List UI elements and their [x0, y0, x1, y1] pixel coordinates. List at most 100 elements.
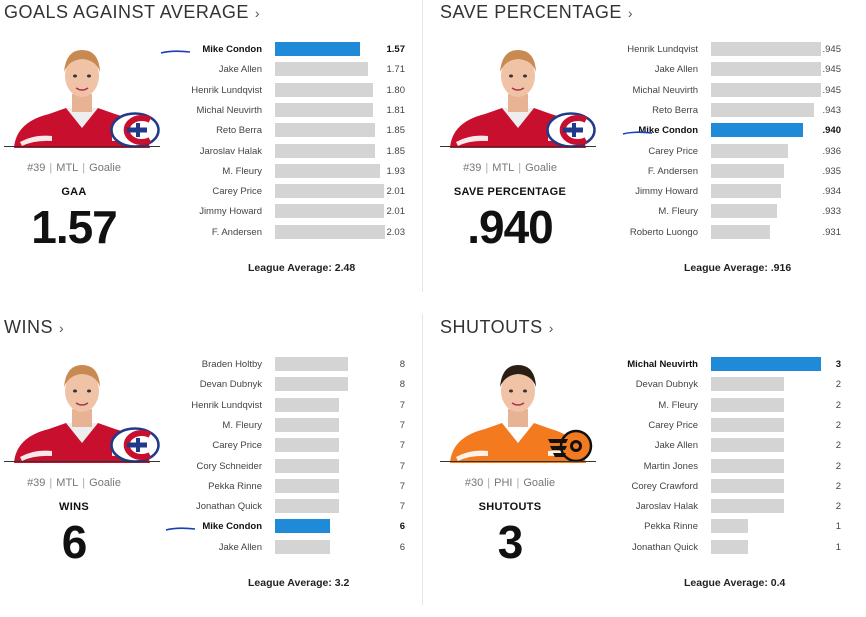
chevron-right-icon[interactable]: ›	[627, 5, 634, 21]
bar-label[interactable]: Jimmy Howard	[199, 206, 262, 218]
bar-label[interactable]: Corey Crawford	[631, 480, 698, 492]
bar-label[interactable]: Reto Berra	[652, 104, 698, 116]
leaderboard-row[interactable]: Pekka Rinne 1	[596, 517, 856, 537]
player-team[interactable]: MTL	[56, 477, 79, 489]
bar-label[interactable]: Jonathan Quick	[195, 501, 262, 513]
bar-label[interactable]: Michal Neuvirth	[196, 104, 262, 116]
leaderboard-row[interactable]: Cory Schneider 7	[160, 457, 420, 477]
leaderboard-row[interactable]: Michal Neuvirth 3	[596, 355, 856, 375]
bar-label[interactable]: M. Fleury	[222, 419, 262, 431]
bar-value: 1.85	[386, 125, 406, 137]
bar-label[interactable]: Devan Dubnyk	[199, 379, 262, 391]
bar-label[interactable]: Carey Price	[648, 145, 698, 157]
leaderboard-row[interactable]: Braden Holtby 8	[160, 355, 420, 375]
bar-label[interactable]: M. Fleury	[658, 399, 698, 411]
leaderboard-row[interactable]: Mike Condon .940	[596, 121, 856, 141]
panel-title[interactable]: WINS ›	[4, 317, 65, 337]
leaderboard-row[interactable]: Carey Price 2	[596, 416, 856, 436]
bar	[711, 184, 781, 199]
bar-label[interactable]: Carey Price	[212, 440, 262, 452]
bar-label[interactable]: Roberto Luongo	[629, 226, 698, 238]
bar-label[interactable]: Mike Condon	[638, 125, 698, 137]
bar-label[interactable]: Reto Berra	[216, 125, 262, 137]
bar-label[interactable]: Jake Allen	[654, 64, 698, 76]
bar-label[interactable]: Pekka Rinne	[644, 521, 698, 533]
leaderboard-row[interactable]: Henrik Lundqvist 1.80	[160, 81, 420, 101]
leaderboard-row[interactable]: Jaroslav Halak 2	[596, 497, 856, 517]
leaderboard-row[interactable]: F. Andersen 2.03	[160, 223, 420, 243]
bar-label[interactable]: Jonathan Quick	[631, 541, 698, 553]
panel-title[interactable]: GOALS AGAINST AVERAGE ›	[4, 2, 261, 22]
chevron-right-icon[interactable]: ›	[548, 320, 554, 336]
bar-label[interactable]: Jake Allen	[654, 440, 698, 452]
panel-title[interactable]: SHUTOUTS ›	[440, 317, 554, 337]
bar-label[interactable]: Martin Jones	[643, 460, 698, 472]
bar-label[interactable]: Mike Condon	[202, 44, 262, 55]
leaderboard-row[interactable]: Jake Allen .945	[596, 60, 856, 80]
bar-label[interactable]: Henrik Lundqvist	[627, 44, 698, 55]
leaderboard-row[interactable]: Carey Price .936	[596, 142, 856, 162]
leaderboard-row[interactable]: Henrik Lundqvist 7	[160, 396, 420, 416]
chevron-right-icon[interactable]: ›	[254, 5, 261, 21]
chevron-right-icon[interactable]: ›	[59, 320, 65, 336]
bar-label[interactable]: M. Fleury	[658, 206, 698, 218]
bar-label[interactable]: F. Andersen	[211, 226, 262, 238]
leaderboard-row[interactable]: Jonathan Quick 1	[596, 538, 856, 558]
bar-value: .931	[822, 226, 842, 238]
leaderboard-row[interactable]: Jonathan Quick 7	[160, 497, 420, 517]
leaderboard-row[interactable]: Henrik Lundqvist .945	[596, 40, 856, 60]
leaderboard-row[interactable]: Devan Dubnyk 8	[160, 375, 420, 395]
bar-value: .945	[822, 44, 842, 55]
player-team[interactable]: MTL	[492, 162, 515, 174]
player-team[interactable]: MTL	[56, 162, 79, 174]
bar	[711, 204, 777, 219]
bar-label[interactable]: Henrik Lundqvist	[191, 399, 262, 411]
leaderboard-row[interactable]: Michal Neuvirth 1.81	[160, 101, 420, 121]
leaderboard-row[interactable]: M. Fleury 1.93	[160, 162, 420, 182]
leaderboard-row[interactable]: Roberto Luongo .931	[596, 223, 856, 243]
leaderboard-row[interactable]: Reto Berra .943	[596, 101, 856, 121]
bar-label[interactable]: Jake Allen	[218, 64, 262, 76]
bar-label[interactable]: Michal Neuvirth	[632, 84, 698, 96]
leaderboard-row[interactable]: Jake Allen 2	[596, 436, 856, 456]
bar-label[interactable]: M. Fleury	[222, 165, 262, 177]
leaderboard-row[interactable]: M. Fleury .933	[596, 202, 856, 222]
bar-label[interactable]: Jimmy Howard	[635, 186, 698, 198]
bar-label[interactable]: F. Andersen	[647, 165, 698, 177]
bar-label[interactable]: Mike Condon	[202, 521, 262, 533]
stat-value: 3	[497, 516, 524, 568]
bar-label[interactable]: Michal Neuvirth	[627, 359, 698, 370]
bar-label[interactable]: Jaroslav Halak	[635, 501, 698, 513]
leaderboard-row[interactable]: Carey Price 7	[160, 436, 420, 456]
player-team[interactable]: PHI	[494, 477, 513, 489]
bar-label[interactable]: Pekka Rinne	[208, 480, 262, 492]
leaderboard-row[interactable]: Mike Condon 1.57	[160, 40, 420, 60]
leaderboard-row[interactable]: Michal Neuvirth .945	[596, 81, 856, 101]
leaderboard-row[interactable]: Mike Condon 6	[160, 517, 420, 537]
panel-title[interactable]: SAVE PERCENTAGE ›	[440, 2, 634, 22]
leaderboard-row[interactable]: Martin Jones 2	[596, 457, 856, 477]
leaderboard-row[interactable]: Jimmy Howard .934	[596, 182, 856, 202]
bar-label[interactable]: Henrik Lundqvist	[191, 84, 262, 96]
bar-label[interactable]: Cory Schneider	[196, 460, 262, 472]
leaderboard-row[interactable]: M. Fleury 7	[160, 416, 420, 436]
leaderboard-row[interactable]: F. Andersen .935	[596, 162, 856, 182]
leaderboard-row[interactable]: Jimmy Howard 2.01	[160, 202, 420, 222]
bar-label[interactable]: Jake Allen	[218, 541, 262, 553]
bar-label[interactable]: Braden Holtby	[201, 359, 262, 370]
leaderboard-row[interactable]: Pekka Rinne 7	[160, 477, 420, 497]
bar-label[interactable]: Devan Dubnyk	[635, 379, 698, 391]
leaderboard-row[interactable]: Corey Crawford 2	[596, 477, 856, 497]
leaderboard-row[interactable]: Devan Dubnyk 2	[596, 375, 856, 395]
bar-value: .945	[822, 84, 842, 96]
leaderboard-row[interactable]: Reto Berra 1.85	[160, 121, 420, 141]
leaderboard-row[interactable]: Carey Price 2.01	[160, 182, 420, 202]
leaderboard-row[interactable]: M. Fleury 2	[596, 396, 856, 416]
leaderboard-row[interactable]: Jake Allen 6	[160, 538, 420, 558]
player-number: #30	[464, 477, 484, 489]
bar-label[interactable]: Carey Price	[212, 186, 262, 198]
bar-label[interactable]: Carey Price	[648, 419, 698, 431]
bar-label[interactable]: Jaroslav Halak	[199, 145, 262, 157]
leaderboard-row[interactable]: Jaroslav Halak 1.85	[160, 142, 420, 162]
leaderboard-row[interactable]: Jake Allen 1.71	[160, 60, 420, 80]
